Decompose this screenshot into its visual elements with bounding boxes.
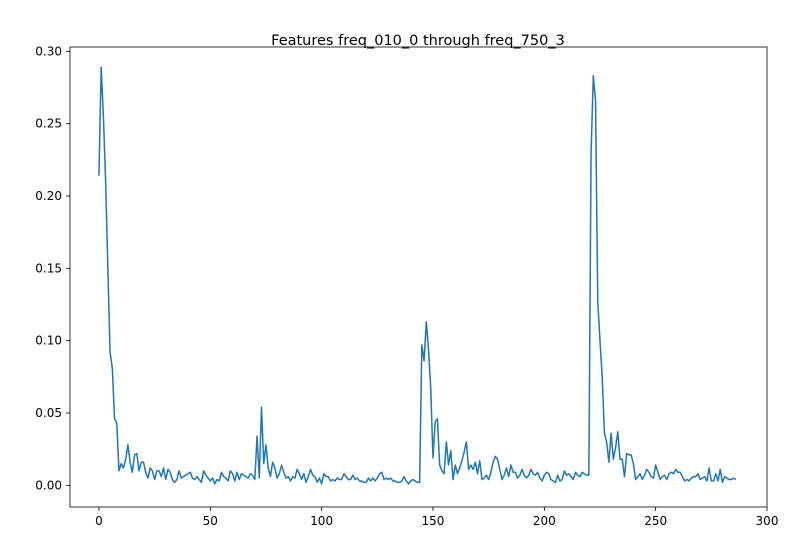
x-tick-label: 300 bbox=[756, 514, 779, 528]
y-tick-label: 0.25 bbox=[35, 117, 62, 131]
y-tick-label: 0.30 bbox=[35, 44, 62, 58]
x-tick-label: 100 bbox=[310, 514, 333, 528]
y-tick-label: 0.15 bbox=[35, 261, 62, 275]
x-tick-label: 200 bbox=[533, 514, 556, 528]
x-tick-label: 50 bbox=[203, 514, 218, 528]
x-tick-label: 150 bbox=[422, 514, 445, 528]
x-tick-label: 0 bbox=[95, 514, 103, 528]
y-tick-label: 0.00 bbox=[35, 478, 62, 492]
axes-frame bbox=[69, 46, 768, 508]
x-tick-label: 250 bbox=[644, 514, 667, 528]
series-line-0 bbox=[98, 66, 737, 485]
plot-area: 0 50 100 150 200 250 300 0.00 0.05 0.10 0.15 0.20 0.… bbox=[35, 44, 778, 528]
y-tick-label: 0.05 bbox=[35, 406, 62, 420]
chart-title: Features freq_010_0 through freq_750_3 bbox=[271, 33, 565, 49]
y-tick-label: 0.10 bbox=[35, 334, 62, 348]
y-tick-label: 0.20 bbox=[35, 189, 62, 203]
